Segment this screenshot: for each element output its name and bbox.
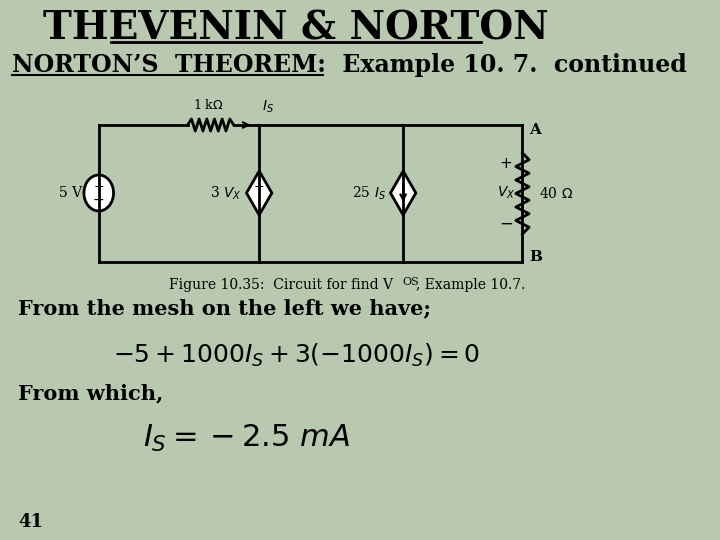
Text: $I_S = -2.5\ mA$: $I_S = -2.5\ mA$ [143, 422, 351, 454]
Text: Figure 10.35:  Circuit for find V: Figure 10.35: Circuit for find V [168, 278, 392, 292]
Circle shape [84, 175, 114, 211]
Text: +: + [254, 180, 264, 193]
Text: +: + [500, 156, 513, 171]
Text: 3 $V_X$: 3 $V_X$ [210, 184, 242, 202]
Text: THEVENIN & NORTON: THEVENIN & NORTON [43, 9, 549, 47]
Text: A: A [529, 123, 541, 137]
Text: B: B [529, 250, 542, 264]
Text: , Example 10.7.: , Example 10.7. [415, 278, 525, 292]
Text: 41: 41 [18, 513, 43, 531]
Text: $V_X$: $V_X$ [497, 185, 516, 201]
Text: NORTON’S  THEOREM:  Example 10. 7.  continued: NORTON’S THEOREM: Example 10. 7. continu… [12, 53, 686, 77]
Text: $I_S$: $I_S$ [261, 99, 274, 115]
Text: OS: OS [402, 277, 419, 287]
Polygon shape [390, 171, 416, 215]
Text: −: − [499, 215, 513, 233]
Text: 5 V: 5 V [59, 186, 82, 200]
Text: From which,: From which, [18, 383, 163, 403]
Text: 25 $I_S$: 25 $I_S$ [351, 184, 386, 202]
Text: 40 $\Omega$: 40 $\Omega$ [539, 186, 573, 200]
Text: $-5+1000I_S+3(-1000I_S)=0$: $-5+1000I_S+3(-1000I_S)=0$ [112, 341, 480, 369]
Polygon shape [246, 171, 272, 215]
Text: From the mesh on the left we have;: From the mesh on the left we have; [18, 298, 431, 318]
Text: 1 k$\Omega$: 1 k$\Omega$ [193, 98, 223, 112]
Text: −: − [93, 193, 104, 207]
Text: +: + [94, 180, 104, 193]
